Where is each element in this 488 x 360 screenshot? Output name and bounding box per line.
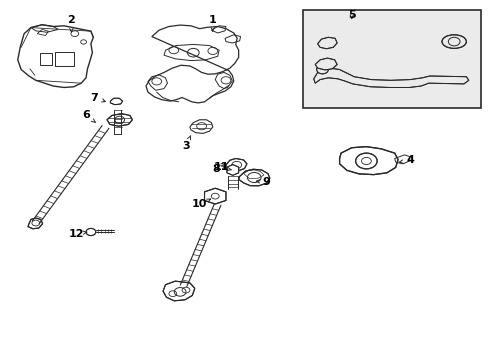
Text: 7: 7 [90,93,105,103]
Text: 8: 8 [212,164,225,174]
Polygon shape [313,68,468,87]
Ellipse shape [441,35,466,48]
Text: 1: 1 [208,15,216,31]
Text: 11: 11 [213,162,231,172]
Circle shape [316,65,328,74]
Polygon shape [204,188,225,204]
Polygon shape [317,37,336,49]
Circle shape [86,228,96,235]
Polygon shape [238,169,269,186]
Text: 3: 3 [182,136,190,151]
Text: 5: 5 [347,10,355,20]
Polygon shape [225,158,246,171]
Text: 9: 9 [256,177,270,187]
Text: 6: 6 [82,111,95,122]
Bar [303,10,480,108]
Polygon shape [28,218,42,229]
Polygon shape [226,165,238,175]
Polygon shape [107,114,132,126]
Polygon shape [163,281,194,301]
Text: 4: 4 [399,155,413,165]
Polygon shape [110,98,122,105]
Polygon shape [315,58,336,70]
Circle shape [355,153,376,169]
Polygon shape [339,147,397,175]
Text: 2: 2 [67,15,75,32]
Text: 12: 12 [68,229,87,239]
Text: 10: 10 [192,199,210,210]
